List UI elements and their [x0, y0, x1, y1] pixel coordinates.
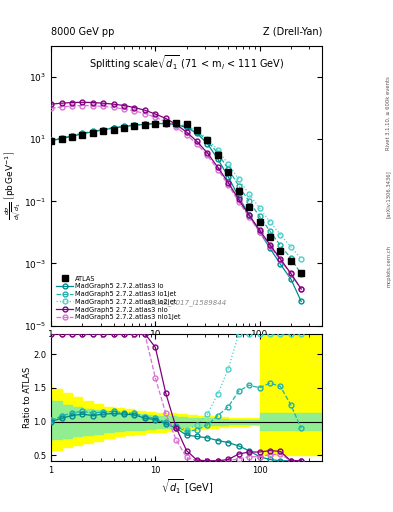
Text: 8000 GeV pp: 8000 GeV pp — [51, 27, 114, 37]
Text: ATLAS_2017_I1589844: ATLAS_2017_I1589844 — [147, 300, 227, 306]
Y-axis label: Ratio to ATLAS: Ratio to ATLAS — [23, 367, 32, 428]
Text: Rivet 3.1.10, ≥ 600k events: Rivet 3.1.10, ≥ 600k events — [386, 76, 391, 150]
Text: [arXiv:1306.3436]: [arXiv:1306.3436] — [386, 170, 391, 219]
Y-axis label: $\frac{d\sigma}{d\sqrt{d_1}}$ $\left[\mathrm{pb\,GeV^{-1}}\right]$: $\frac{d\sigma}{d\sqrt{d_1}}$ $\left[\ma… — [2, 152, 22, 220]
Text: Z (Drell-Yan): Z (Drell-Yan) — [263, 27, 322, 37]
X-axis label: $\sqrt{d_1}$ [GeV]: $\sqrt{d_1}$ [GeV] — [160, 477, 213, 496]
Text: mcplots.cern.ch: mcplots.cern.ch — [386, 245, 391, 287]
Legend: ATLAS, MadGraph5 2.7.2.atlas3 lo, MadGraph5 2.7.2.atlas3 lo1jet, MadGraph5 2.7.2: ATLAS, MadGraph5 2.7.2.atlas3 lo, MadGra… — [54, 273, 183, 322]
Text: Splitting scale$\sqrt{d_1}$ (71 < m$_l$ < 111 GeV): Splitting scale$\sqrt{d_1}$ (71 < m$_l$ … — [89, 53, 285, 72]
